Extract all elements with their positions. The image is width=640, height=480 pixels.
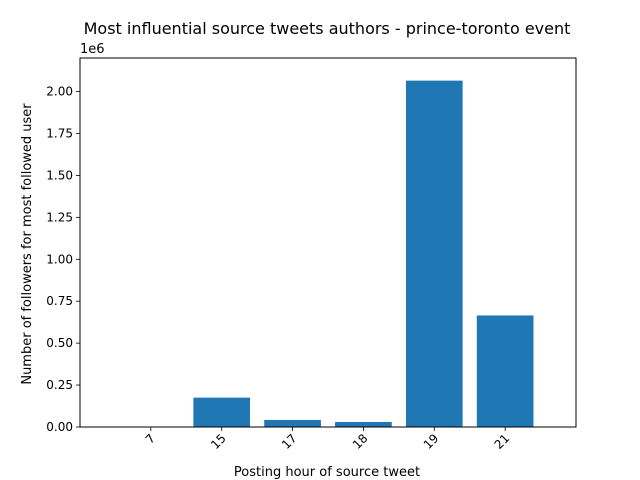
y-tick-label: 1.75 — [46, 126, 73, 140]
y-tick-label: 1.50 — [46, 168, 73, 182]
y-tick-label: 0.75 — [46, 294, 73, 308]
bar-17 — [264, 419, 321, 427]
x-tick-label-7: 7 — [143, 431, 158, 446]
y-tick-label: 0.25 — [46, 378, 73, 392]
y-axis-label: Number of followers for most followed us… — [20, 103, 35, 385]
x-axis-label: Posting hour of source tweet — [234, 465, 420, 480]
x-tick-label-17: 17 — [279, 431, 300, 452]
x-axis-ticks: 7 15 17 18 19 21 — [143, 427, 513, 452]
plot-frame — [79, 57, 577, 428]
x-tick-label-18: 18 — [350, 431, 371, 452]
y-tick-label: 0.00 — [46, 420, 73, 434]
bars-group — [193, 80, 534, 427]
bar-19 — [405, 80, 463, 427]
chart-title: Most influential source tweets authors -… — [84, 19, 571, 38]
y-axis-ticks: 0.00 0.25 0.50 0.75 1.00 1.25 1.50 1.75 2.00 — [46, 85, 80, 434]
y-offset-label: 1e6 — [80, 42, 105, 57]
y-tick-label: 1.25 — [46, 210, 73, 224]
x-tick-label-19: 19 — [421, 431, 442, 452]
bar-21 — [476, 315, 534, 427]
x-tick-label-21: 21 — [492, 431, 513, 452]
bar-18 — [335, 421, 392, 427]
y-tick-label: 1.00 — [46, 252, 73, 266]
bar-15 — [193, 397, 251, 427]
y-tick-label: 0.50 — [46, 336, 73, 350]
x-tick-label-15: 15 — [208, 431, 229, 452]
y-tick-label: 2.00 — [46, 85, 73, 99]
